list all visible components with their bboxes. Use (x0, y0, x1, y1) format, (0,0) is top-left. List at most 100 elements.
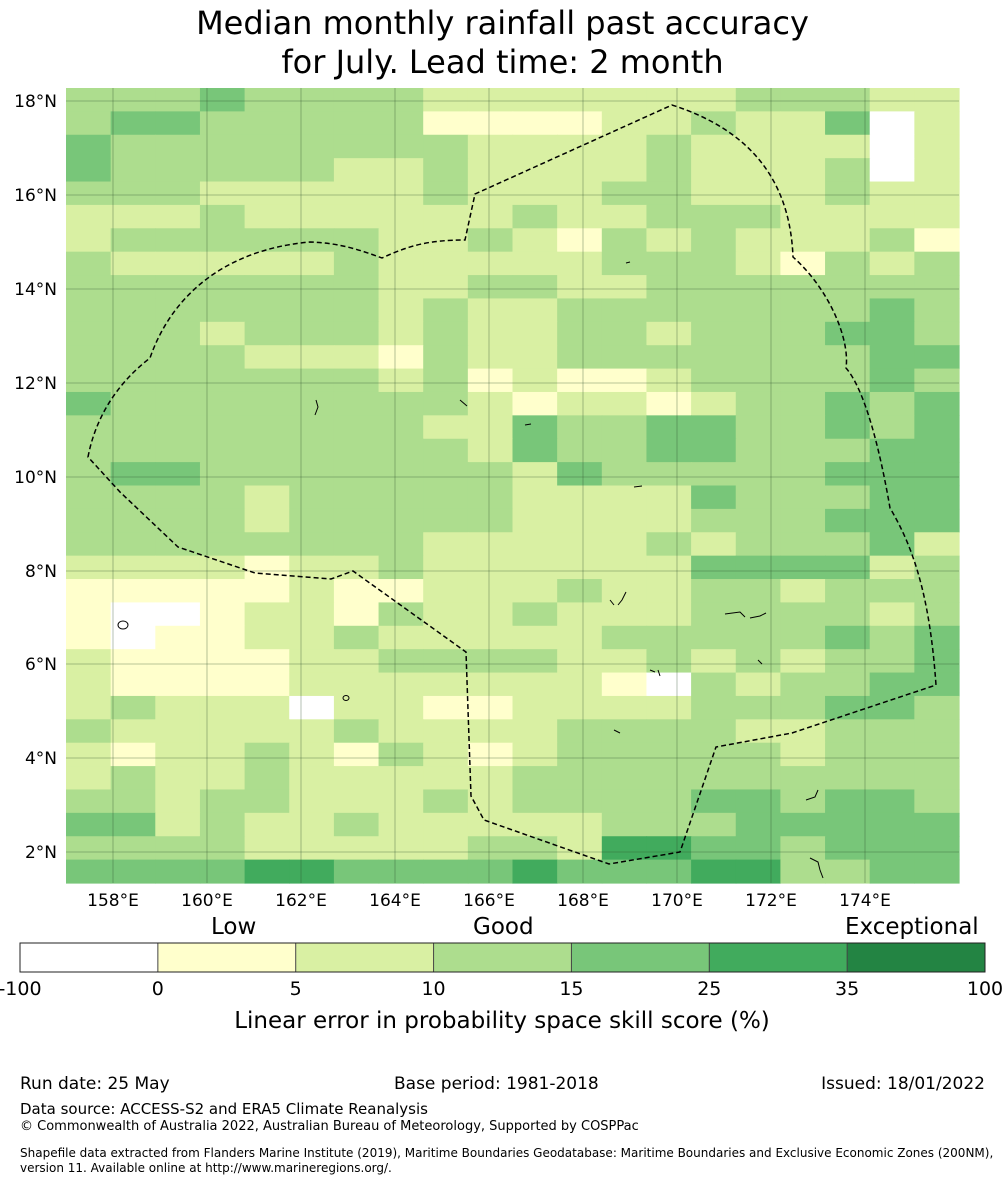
grid-cell (825, 251, 871, 276)
grid-cell (467, 134, 514, 159)
grid-cell (735, 672, 781, 697)
grid-cell (735, 836, 781, 861)
shapefile-credit: Shapefile data extracted from Flanders M… (20, 1146, 994, 1175)
grid-cell (423, 555, 469, 580)
grid-cell (825, 695, 871, 720)
grid-cell (691, 415, 737, 440)
grid-cell (557, 649, 603, 674)
grid-cell (780, 625, 826, 650)
grid-cell (512, 391, 558, 416)
grid-cell (423, 158, 469, 183)
colorbar-segment (433, 943, 572, 972)
grid-cell (467, 298, 514, 323)
grid-cell (244, 462, 290, 487)
grid-cell (512, 508, 558, 533)
grid-cell (155, 812, 201, 837)
longitude-label: 172°E (745, 891, 797, 911)
grid-cell (423, 275, 469, 300)
grid-cell (869, 298, 915, 323)
grid-cell (378, 555, 424, 580)
grid-cell (601, 462, 648, 487)
grid-cell (646, 228, 692, 253)
grid-cell (378, 345, 424, 370)
grid-cell (467, 111, 514, 136)
grid-cell (780, 181, 826, 206)
grid-cell (557, 812, 603, 837)
grid-cell (646, 391, 692, 416)
grid-cell (333, 462, 380, 487)
grid-cell (110, 275, 156, 300)
grid-cell (378, 672, 424, 697)
grid-cell (646, 789, 692, 814)
grid-cell (646, 625, 692, 650)
grid-cell (557, 742, 603, 767)
eez-boundary (87, 104, 937, 865)
grid-cell (467, 766, 514, 791)
grid-cell (66, 672, 112, 697)
grid-cell (780, 672, 826, 697)
grid-cell (825, 415, 871, 440)
grid-cell (423, 836, 469, 861)
grid-cell (244, 415, 290, 440)
grid-cell (646, 742, 692, 767)
grid-cell (735, 251, 781, 276)
grid-cell (914, 134, 960, 159)
grid-cell (66, 579, 112, 604)
grid-cell (601, 275, 648, 300)
grid-cell (869, 462, 915, 487)
grid-cell (512, 134, 558, 159)
grid-cell (289, 859, 335, 884)
grid-cell (691, 789, 737, 814)
grid-cell (735, 789, 781, 814)
grid-cell (735, 532, 781, 557)
grid-cell (110, 602, 156, 627)
grid-cell (557, 532, 603, 557)
grid-cell (155, 134, 201, 159)
grid-cell (423, 485, 469, 510)
grid-cell (512, 368, 558, 393)
grid-cell (467, 649, 514, 674)
grid-cell (601, 158, 648, 183)
grid-cell (244, 345, 290, 370)
grid-cell (467, 579, 514, 604)
grid-cell (601, 391, 648, 416)
grid-cell (423, 228, 469, 253)
grid-cell (467, 415, 514, 440)
grid-cell (155, 275, 201, 300)
grid-cell (66, 298, 112, 323)
grid-cell (646, 766, 692, 791)
grid-cell (780, 158, 826, 183)
grid-cell (869, 766, 915, 791)
grid-cell (378, 789, 424, 814)
grid-cell (825, 391, 871, 416)
grid-cell (155, 625, 201, 650)
colorbar-tick-label: 0 (152, 978, 164, 1000)
colorbar-tick-label: 15 (559, 978, 583, 1000)
grid-cell (601, 625, 648, 650)
grid-cell (557, 391, 603, 416)
grid-cell (155, 415, 201, 440)
colorbar-segment (20, 943, 159, 972)
grid-cell (869, 368, 915, 393)
grid-cell (869, 672, 915, 697)
grid-cell (199, 462, 246, 487)
grid-cell (378, 579, 424, 604)
grid-cell (780, 134, 826, 159)
grid-cell (601, 649, 648, 674)
grid-cell (512, 181, 558, 206)
grid-cell (289, 158, 335, 183)
grid-cell (333, 695, 380, 720)
grid-cell (244, 111, 290, 136)
grid-cell (333, 625, 380, 650)
grid-cell (735, 579, 781, 604)
grid-cell (735, 695, 781, 720)
grid-cell (512, 742, 558, 767)
grid-cell (378, 228, 424, 253)
grid-cell (467, 859, 514, 884)
grid-cell (66, 532, 112, 557)
grid-cell (199, 508, 246, 533)
grid-cell (691, 859, 737, 884)
grid-cell (646, 275, 692, 300)
grid-cell (646, 88, 692, 112)
grid-cell (780, 88, 826, 112)
